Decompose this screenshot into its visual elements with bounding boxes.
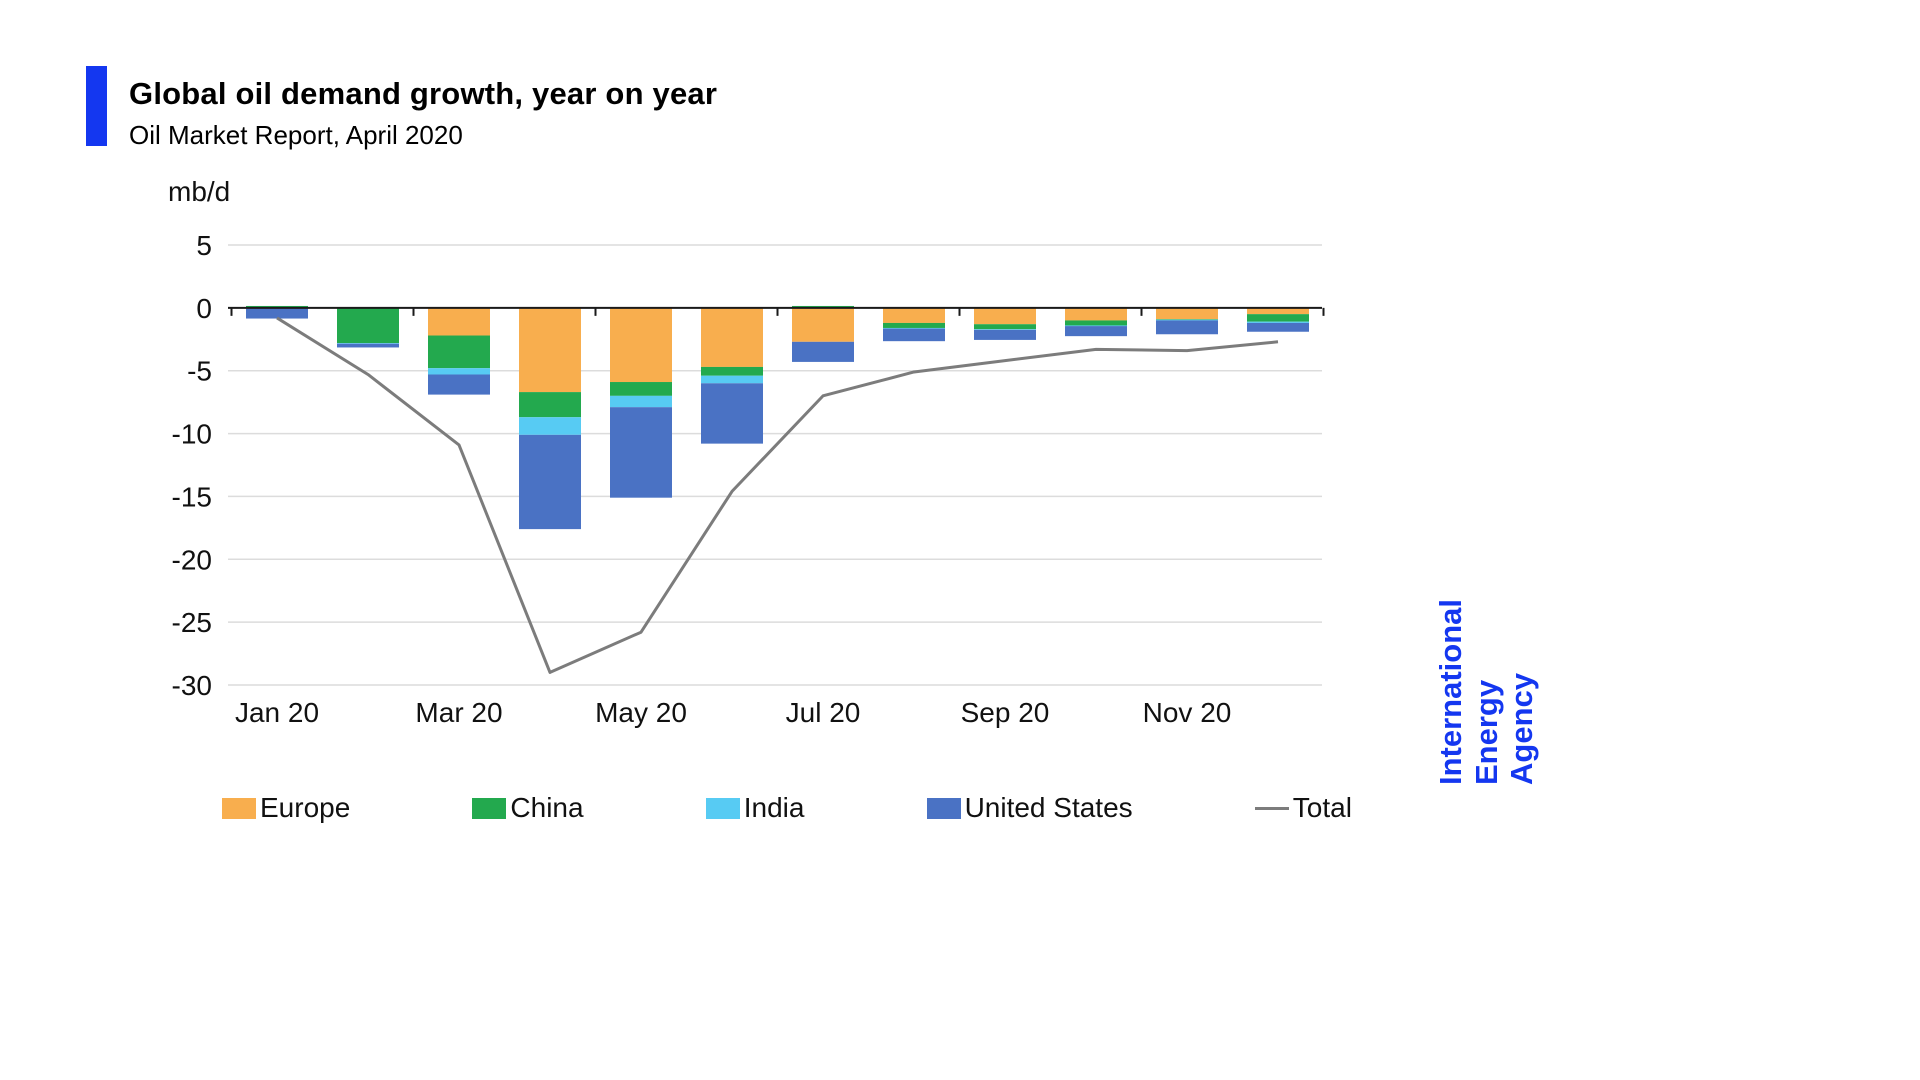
bar-china-Sep-20 (974, 324, 1036, 330)
bar-india-Sep-20 (974, 329, 1036, 330)
chart-subtitle: Oil Market Report, April 2020 (129, 120, 463, 150)
bar-united-states-Jun-20 (701, 383, 763, 444)
y-tick-label--20: -20 (172, 544, 212, 575)
bar-united-states-Feb-20 (337, 343, 399, 348)
x-tick-label-Nov-20: Nov 20 (1143, 697, 1232, 728)
x-tick-label-Mar-20: Mar 20 (415, 697, 502, 728)
y-axis-unit-label: mb/d (168, 176, 231, 207)
bar-india-Jun-20 (701, 375, 763, 384)
bar-united-states-May-20 (610, 407, 672, 498)
bar-united-states-Dec-20 (1247, 322, 1309, 332)
y-tick-label-5: 5 (196, 230, 212, 261)
bar-europe-Jul-20 (792, 307, 854, 342)
legend-label-total: Total (1292, 792, 1352, 823)
legend-label-china: China (510, 792, 584, 823)
bar-united-states-Oct-20 (1065, 326, 1127, 337)
chart-legend: Europe China India United States Total (222, 792, 1352, 824)
bar-china-Feb-20 (337, 307, 399, 344)
bar-india-May-20 (610, 395, 672, 408)
bar-china-Mar-20 (428, 335, 490, 369)
x-tick-label-Jul-20: Jul 20 (786, 697, 861, 728)
total-line (276, 316, 1279, 674)
bar-india-Nov-20 (1156, 319, 1218, 321)
bar-europe-May-20 (610, 307, 672, 383)
bar-india-Oct-20 (1065, 325, 1127, 327)
bar-china-Apr-20 (519, 392, 581, 418)
legend-swatch-united-states (926, 797, 961, 819)
bar-india-Dec-20 (1247, 321, 1309, 323)
bar-europe-Aug-20 (883, 307, 945, 323)
bar-united-states-Jan-20 (246, 307, 308, 319)
legend-item-china: China (472, 792, 584, 824)
chart-header: Global oil demand growth, year on year O… (86, 66, 717, 151)
bar-united-states-Mar-20 (428, 374, 490, 395)
legend-item-europe: Europe (222, 792, 350, 824)
bar-europe-Jun-20 (701, 307, 763, 367)
bar-china-May-20 (610, 382, 672, 396)
y-tick-label-0: 0 (196, 293, 212, 324)
bar-india-Aug-20 (883, 327, 945, 329)
iea-logo-text: International Energy Agency (1433, 598, 1540, 785)
bar-europe-Oct-20 (1065, 307, 1127, 321)
y-tick-label--10: -10 (172, 419, 212, 450)
legend-swatch-total (1254, 806, 1289, 810)
bar-europe-Mar-20 (428, 307, 490, 336)
bar-united-states-Sep-20 (974, 329, 1036, 340)
x-tick-label-Sep-20: Sep 20 (961, 697, 1050, 728)
bar-united-states-Jul-20 (792, 341, 854, 362)
legend-swatch-europe (222, 797, 256, 819)
bar-india-Mar-20 (428, 368, 490, 375)
bar-europe-Nov-20 (1156, 307, 1218, 320)
legend-swatch-india (705, 797, 740, 819)
bar-united-states-Apr-20 (519, 434, 581, 530)
bar-china-Aug-20 (883, 322, 945, 328)
x-tick-label-May-20: May 20 (595, 697, 687, 728)
y-tick-label--5: -5 (187, 356, 212, 387)
bar-china-Dec-20 (1247, 314, 1309, 322)
legend-item-total: Total (1254, 792, 1352, 824)
legend-label-europe: Europe (260, 792, 351, 823)
x-tick-label-Jan-20: Jan 20 (235, 697, 319, 728)
legend-swatch-china (472, 797, 507, 819)
legend-label-united-states: United States (964, 792, 1133, 823)
bar-europe-Apr-20 (519, 307, 581, 393)
legend-label-india: India (743, 792, 805, 823)
bar-china-Oct-20 (1065, 320, 1127, 326)
y-tick-label--25: -25 (172, 607, 212, 638)
y-tick-label--30: -30 (172, 670, 212, 701)
title-accent-bar (86, 66, 107, 146)
legend-item-india: India (705, 792, 805, 824)
bar-europe-Sep-20 (974, 307, 1036, 325)
y-tick-label--15: -15 (172, 481, 212, 512)
bar-united-states-Nov-20 (1156, 320, 1218, 335)
bar-china-Jun-20 (701, 366, 763, 376)
bar-india-Apr-20 (519, 417, 581, 435)
bar-europe-Dec-20 (1247, 307, 1309, 315)
bar-india-Feb-20 (337, 343, 399, 344)
legend-item-united-states: United States (926, 792, 1133, 824)
chart-title: Global oil demand growth, year on year (129, 76, 718, 111)
title-block: Global oil demand growth, year on year O… (129, 66, 717, 151)
bar-united-states-Aug-20 (883, 328, 945, 342)
bar-china-Nov-20 (1156, 319, 1218, 320)
